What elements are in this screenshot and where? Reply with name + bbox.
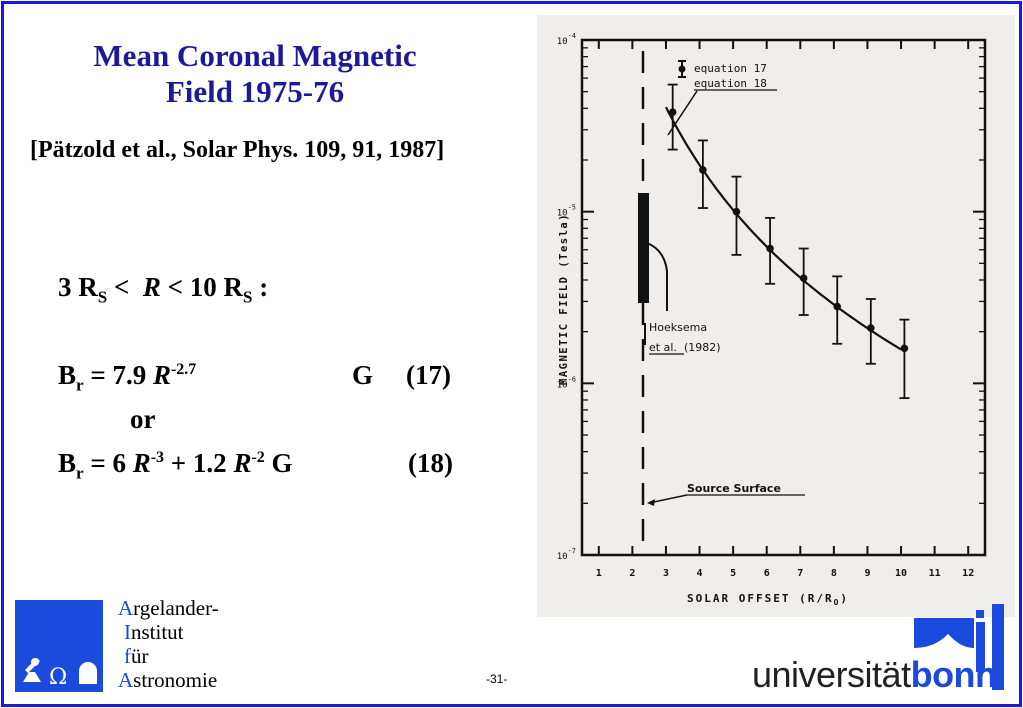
hoeksema-curve [646,242,668,311]
aifa-line-3: für [124,644,149,668]
equation-17-unit: G [352,360,374,390]
model-curve [665,106,902,351]
aifa-logo: Ω [15,600,103,692]
aifa-line-2: Institut [124,620,184,644]
x-tick-label: 4 [697,568,703,579]
aifa-line-4: Astronomie [118,668,218,692]
legend-equation-17: equation 17 [694,62,767,75]
source-surface-label: Source Surface [687,482,781,495]
x-tick-label: 6 [764,568,770,579]
bonn-wordmark-regular: universität [752,654,911,695]
y-axis-label: MAGNETIC FIELD (Tesla) [558,213,570,385]
observatory-icon [79,662,97,684]
equation-17: Br = 7.9 R-2.7 [58,360,197,395]
data-point [668,108,677,116]
source-surface-arrow [648,494,688,504]
x-tick-label: 2 [629,568,635,579]
y-tick-label: 10-5 [557,204,576,219]
title-line-1: Mean Coronal Magnetic [93,38,417,73]
radius-range: 3 RS < R < 10 RS : [58,272,269,307]
hoeksema-label: Hoeksema [649,321,707,334]
data-point [799,274,808,282]
page-number: -31- [486,672,508,686]
magnetic-field-figure: equation 17 equation 18 Hoeksema et al. … [537,15,1015,617]
telescope-icon [23,658,41,682]
data-point [732,207,741,216]
slide-title: Mean Coronal Magnetic Field 1975-76 [40,38,470,110]
aifa-wordmark: Argelander- Institut für Astronomie [118,596,219,692]
data-point [833,302,842,311]
equation-18-number: (18) [408,448,453,478]
x-tick-label: 3 [663,568,669,579]
legend-equation-18: equation 18 [694,77,767,90]
aifa-line-1: Argelander- [118,596,219,620]
legend-marker [678,65,686,73]
title-line-2: Field 1975-76 [165,74,345,109]
y-tick-label: 10-6 [557,375,576,390]
data-point [900,344,909,353]
hoeksema-year: (1982) [684,341,721,354]
x-tick-label: 5 [730,568,736,579]
x-tick-label: 8 [831,568,837,579]
magnetic-field-chart: equation 17 equation 18 Hoeksema et al. … [557,32,987,607]
data-point [867,324,875,332]
equation-17-number: (17) [406,360,451,390]
y-tick-label: 10-4 [557,32,576,47]
y-tick-label: 10-7 [557,547,576,562]
x-tick-label: 9 [864,568,870,579]
or-label: or [130,404,156,434]
x-axis-label: SOLAR OFFSET (R/RO) [687,592,849,607]
equation-18: Br = 6 R-3 + 1.2 R-2 G [58,448,293,483]
data-point [766,244,774,253]
citation: [Pätzold et al., Solar Phys. 109, 91, 19… [30,137,445,163]
x-tick-label: 12 [962,568,974,579]
data-point [699,166,707,174]
x-tick-label: 1 [596,568,602,579]
bonn-emblem-icon [914,604,1004,690]
bonn-wordmark: universitätbonn [752,655,997,695]
plot-frame [580,38,987,557]
x-tick-label: 11 [929,568,941,579]
x-tick-label: 7 [797,568,803,579]
hoeksema-etal: et al. [649,341,677,354]
omega-icon: Ω [49,665,67,690]
bonn-wordmark-bold: bonn [910,654,997,695]
hoeksema-bar [638,193,649,303]
x-tick-label: 10 [895,568,907,579]
